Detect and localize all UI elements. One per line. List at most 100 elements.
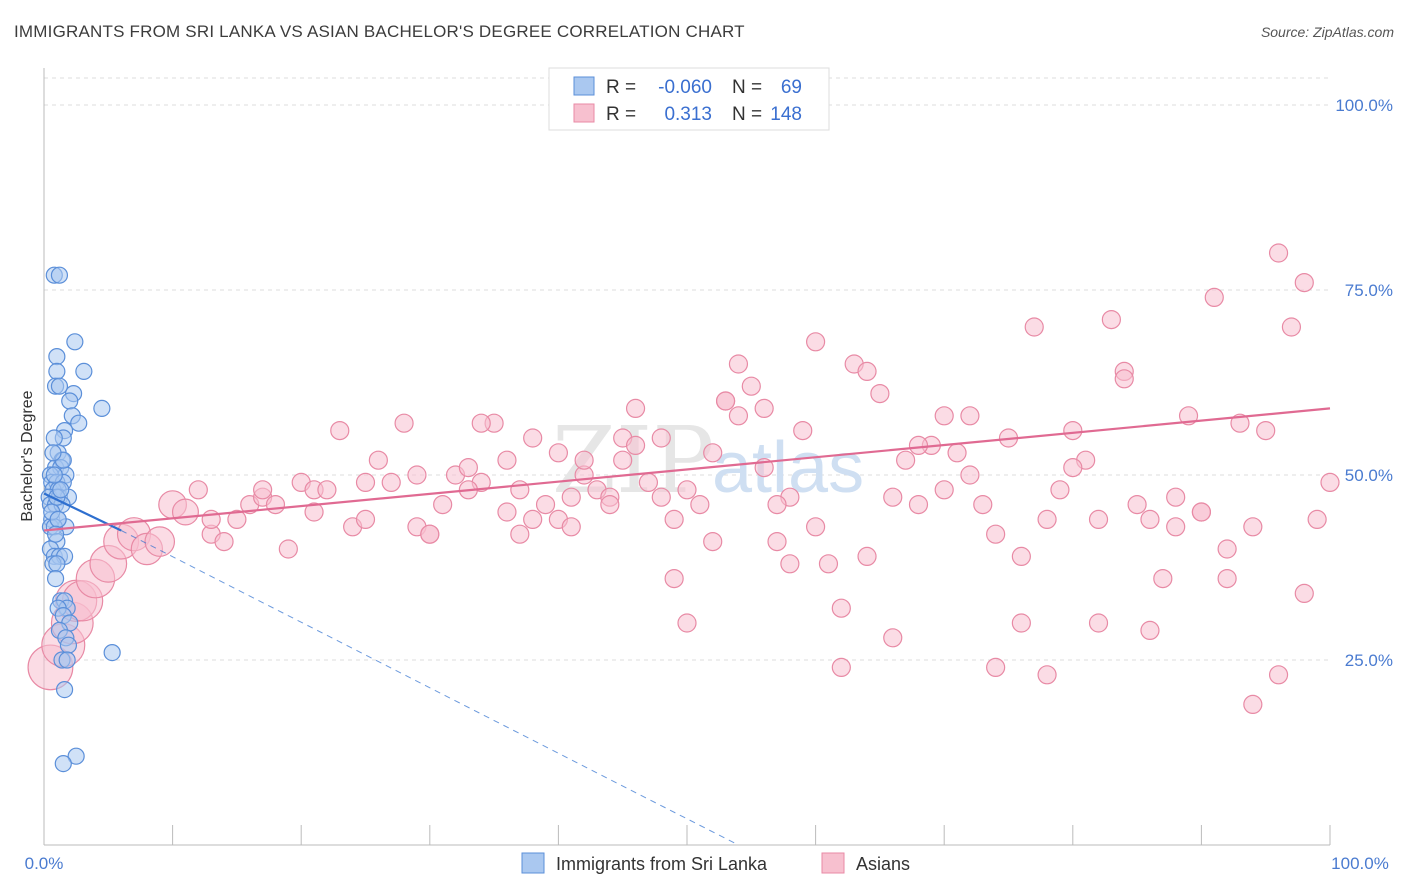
asians-point (857, 546, 877, 567)
asians-point (908, 495, 929, 515)
legend-n-value-1: 69 (781, 77, 802, 98)
asians-point (1101, 310, 1121, 330)
asians-point (870, 384, 890, 404)
asians-point (1063, 458, 1083, 478)
y-axis-title: Bachelor's Degree (19, 390, 36, 521)
sri-lanka-point (48, 348, 66, 366)
sri-lanka-point (52, 481, 70, 499)
asians-point (1037, 665, 1057, 685)
asians-point (471, 413, 491, 433)
asians-point (1294, 273, 1314, 293)
sri-lanka-point (46, 569, 65, 588)
asians-point (381, 472, 401, 492)
legend-swatch-blue (573, 76, 595, 96)
asians-point (510, 524, 530, 544)
asians-point (1050, 480, 1070, 500)
asians-point (407, 465, 427, 485)
asians-point (1256, 421, 1276, 441)
asians-point (741, 376, 761, 396)
asians-point (1011, 613, 1031, 633)
asians-point (690, 495, 710, 515)
asians-point (960, 406, 980, 426)
asians-point (1307, 509, 1327, 530)
asians-point (625, 435, 646, 455)
asians-point (1127, 495, 1147, 515)
legend-n-label-1: N = (732, 77, 762, 98)
asians-point (1153, 568, 1173, 589)
asians-point (664, 568, 684, 589)
y-tick-label-50: 50.0% (1345, 466, 1393, 485)
sri-lanka-point (61, 392, 79, 410)
sri-lanka-point (67, 747, 85, 765)
asians-point (1320, 472, 1340, 492)
asians-point (600, 495, 620, 515)
sri-lanka-point (55, 680, 74, 699)
asians-point (548, 443, 569, 463)
asians-point (278, 539, 298, 559)
y-tick-label-100: 100.0% (1335, 96, 1393, 115)
asians-trend-line (43, 407, 1331, 532)
asians-point (1281, 317, 1302, 337)
asians-point (1243, 694, 1263, 715)
asians-point (355, 472, 376, 492)
asians-point (651, 428, 671, 448)
sri-lanka-point (70, 414, 88, 432)
x-tick-labels: 0.0% 100.0% (25, 854, 1389, 873)
asians-point (1230, 413, 1250, 433)
asians-point (1114, 369, 1134, 389)
asians-point (497, 502, 517, 522)
asians-point (355, 509, 376, 530)
asians-point (265, 495, 286, 515)
asians-point (947, 443, 967, 463)
asians-point (1088, 613, 1109, 633)
sri-lanka-point (45, 466, 63, 484)
asians-point (715, 391, 736, 411)
asians-point (1011, 546, 1031, 567)
asians-point (330, 421, 350, 441)
sri-lanka-point (66, 333, 84, 351)
asians-point (574, 450, 594, 470)
asians-point (1140, 509, 1160, 530)
asians-point (253, 480, 273, 500)
asians-point (1024, 317, 1044, 337)
sri-lanka-point (103, 643, 121, 662)
legend-swatch-pink (573, 103, 595, 123)
asians-point (638, 472, 659, 492)
x-tick-label-min: 0.0% (25, 854, 64, 873)
asians-point (368, 450, 388, 470)
asians-point (703, 443, 723, 463)
asians-point (960, 465, 980, 485)
chart-title: IMMIGRANTS FROM SRI LANKA VS ASIAN BACHE… (14, 22, 745, 41)
asians-point (934, 480, 954, 500)
legend-r-value-1: -0.060 (658, 77, 712, 98)
grid-lines (44, 77, 1330, 661)
asians-point (908, 435, 929, 455)
asians-point (793, 421, 813, 441)
sri-lanka-point (54, 754, 72, 773)
asians-point (1217, 539, 1237, 559)
sri-lanka-point (48, 362, 66, 380)
sri-lanka-trend-extension (120, 530, 739, 846)
asians-point (1268, 243, 1289, 263)
legend-r-label-2: R = (606, 104, 636, 125)
asians-point (561, 517, 581, 537)
sri-lanka-point (59, 636, 78, 654)
asians-point (754, 398, 774, 418)
asians-point (703, 531, 723, 552)
asians-point (171, 498, 199, 526)
asians-point (497, 450, 517, 470)
asians-point (677, 613, 697, 633)
sri-lanka-point (49, 510, 67, 529)
asians-point (535, 495, 556, 515)
legend-n-label-2: N = (732, 104, 762, 125)
asians-point (818, 554, 839, 574)
asians-point (227, 509, 247, 530)
asians-point (1140, 620, 1160, 641)
asians-point (664, 509, 684, 530)
asians-point (458, 458, 478, 478)
asians-point (144, 526, 176, 557)
asians-point (728, 354, 749, 374)
asians-point (510, 480, 530, 500)
asians-point (214, 531, 234, 552)
